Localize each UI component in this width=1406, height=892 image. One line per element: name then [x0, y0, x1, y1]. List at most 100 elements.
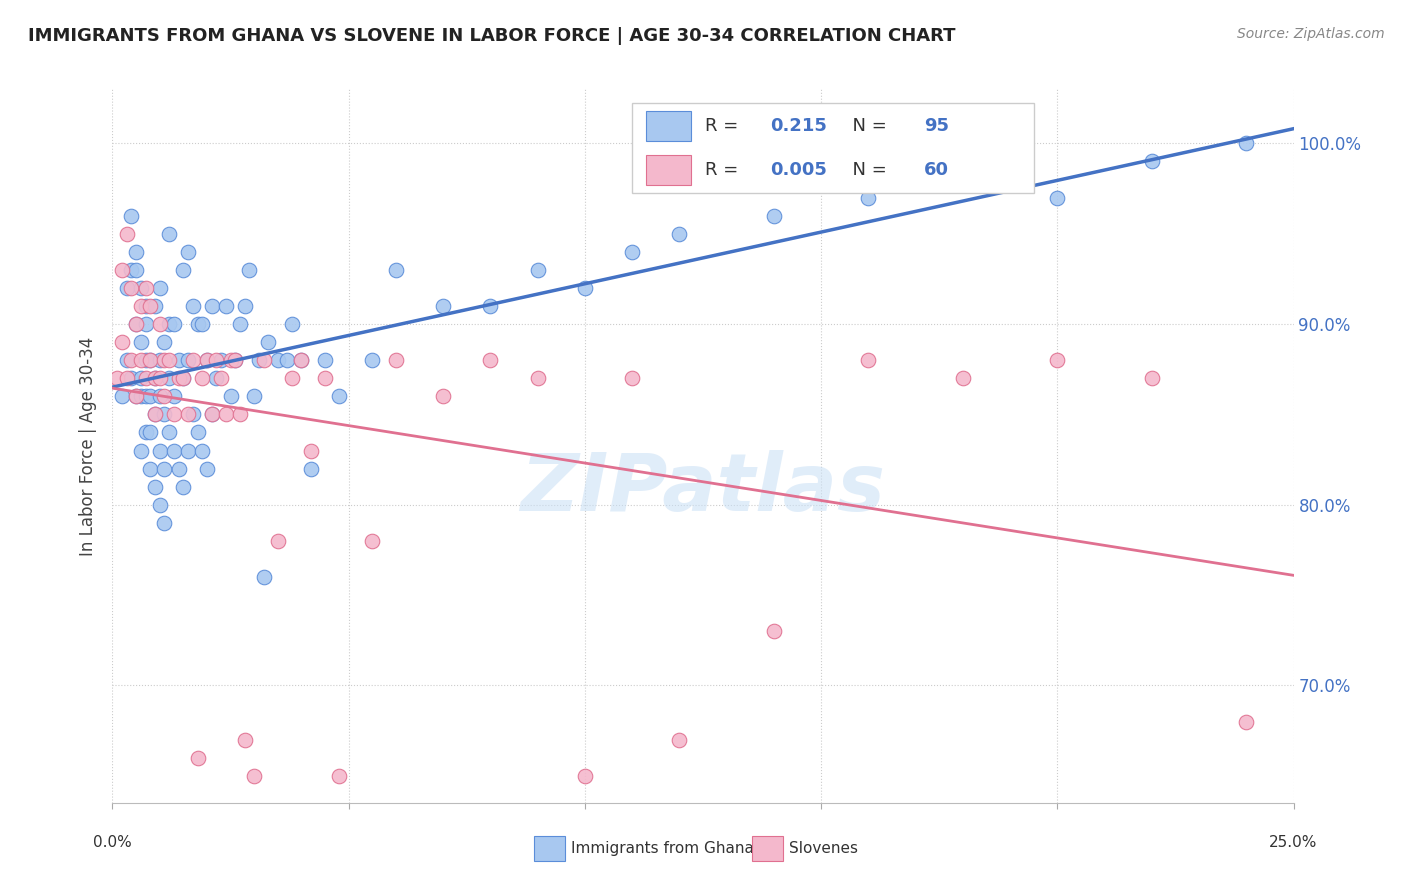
Point [181, 299, 204, 313]
Point [149, 389, 172, 403]
Point [115, 281, 138, 295]
Point [257, 335, 280, 350]
Point [153, 353, 176, 368]
Point [153, 461, 176, 475]
Point [191, 371, 214, 385]
Point [858, 353, 880, 368]
Point [163, 443, 186, 458]
Point [314, 353, 336, 368]
Point [267, 533, 290, 548]
Point [135, 281, 157, 295]
Point [149, 353, 172, 368]
Point [290, 353, 312, 368]
Point [129, 299, 152, 313]
Point [385, 263, 408, 277]
Point [125, 317, 148, 331]
Point [153, 516, 176, 530]
Point [233, 299, 256, 313]
Point [253, 353, 276, 368]
Point [229, 408, 252, 422]
Point [281, 317, 304, 331]
Point [120, 263, 142, 277]
Point [186, 750, 208, 764]
Text: 95: 95 [924, 117, 949, 135]
Point [479, 353, 502, 368]
Point [299, 443, 322, 458]
Point [172, 371, 194, 385]
Point [157, 227, 180, 241]
Text: 0.0%: 0.0% [93, 836, 132, 850]
Point [153, 389, 176, 403]
Text: R =: R = [706, 117, 744, 135]
Point [172, 371, 194, 385]
Point [858, 191, 880, 205]
Point [201, 408, 224, 422]
Point [163, 389, 186, 403]
Point [177, 353, 200, 368]
Point [115, 227, 138, 241]
Point [129, 389, 152, 403]
Point [167, 353, 190, 368]
Point [621, 371, 644, 385]
Point [233, 732, 256, 747]
Point [219, 353, 242, 368]
Point [186, 425, 208, 440]
Text: R =: R = [706, 161, 744, 179]
Point [1234, 714, 1257, 729]
Point [149, 281, 172, 295]
Text: Slovenes: Slovenes [789, 841, 858, 855]
Point [135, 425, 157, 440]
Point [177, 408, 200, 422]
Point [1046, 191, 1069, 205]
Point [120, 353, 142, 368]
Point [952, 371, 974, 385]
Point [172, 480, 194, 494]
Text: N =: N = [841, 161, 893, 179]
Point [135, 299, 157, 313]
Point [1140, 371, 1163, 385]
Point [229, 317, 252, 331]
Point [111, 335, 134, 350]
Point [143, 371, 166, 385]
Point [215, 299, 238, 313]
Point [139, 461, 162, 475]
Point [253, 570, 276, 584]
Point [219, 389, 242, 403]
Point [247, 353, 270, 368]
Point [668, 227, 690, 241]
Point [111, 263, 134, 277]
Point [139, 299, 162, 313]
Point [281, 371, 304, 385]
Point [181, 408, 204, 422]
Point [125, 263, 148, 277]
Point [276, 353, 298, 368]
Point [215, 408, 238, 422]
Point [290, 353, 312, 368]
Point [952, 172, 974, 186]
Point [238, 263, 260, 277]
Point [105, 371, 128, 385]
Point [762, 209, 785, 223]
Point [143, 408, 166, 422]
Point [115, 371, 138, 385]
Point [157, 317, 180, 331]
Point [201, 408, 224, 422]
Point [135, 371, 157, 385]
Point [224, 353, 246, 368]
Point [153, 335, 176, 350]
Point [1234, 136, 1257, 151]
Point [153, 408, 176, 422]
Point [243, 389, 266, 403]
Point [1046, 353, 1069, 368]
Point [1140, 154, 1163, 169]
Point [135, 317, 157, 331]
Point [195, 461, 218, 475]
Point [432, 389, 454, 403]
Point [267, 353, 290, 368]
Point [111, 389, 134, 403]
Point [157, 425, 180, 440]
Point [385, 353, 408, 368]
Point [163, 408, 186, 422]
Point [361, 533, 384, 548]
Point [143, 408, 166, 422]
